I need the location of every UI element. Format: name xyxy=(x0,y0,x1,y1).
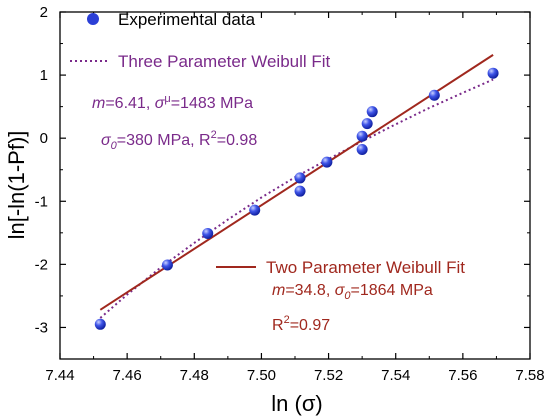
two-param-annotation: m=34.8, σ0=1864 MPa R2=0.97 xyxy=(272,282,433,334)
three-param-line1: m=6.41, σμ=1483 MPa xyxy=(92,93,253,112)
experimental-data-point xyxy=(321,156,333,168)
y-tick-label: 0 xyxy=(40,130,48,147)
x-tick-label: 7.58 xyxy=(515,367,544,384)
axis-tick-labels: 7.44 7.46 7.48 7.50 7.52 7.54 7.56 7.58 2 1 0 -1 -2 -… xyxy=(35,4,545,384)
experimental-data-point xyxy=(202,227,214,239)
experimental-points xyxy=(94,67,499,330)
y-axis-title: ln[-ln(1-Pf)] xyxy=(4,131,29,240)
x-tick-label: 7.52 xyxy=(314,367,343,384)
legend-label-two-param: Two Parameter Weibull Fit xyxy=(266,258,465,277)
y-tick-label: -2 xyxy=(35,256,48,273)
x-axis-title: ln (σ) xyxy=(271,391,322,416)
experimental-data-point xyxy=(249,204,261,216)
two-param-line2: R2=0.97 xyxy=(272,314,330,334)
legend-point-marker xyxy=(87,13,99,25)
experimental-data-point xyxy=(294,172,306,184)
x-tick-label: 7.50 xyxy=(247,367,276,384)
experimental-data-point xyxy=(161,259,173,271)
experimental-data-point xyxy=(294,185,306,197)
experimental-data-point xyxy=(94,318,106,330)
two-param-line1: m=34.8, σ0=1864 MPa xyxy=(272,282,433,302)
y-tick-label: 1 xyxy=(40,67,48,84)
y-tick-label: -3 xyxy=(35,319,48,336)
legend-label-experimental: Experimental data xyxy=(118,10,256,29)
x-tick-label: 7.54 xyxy=(381,367,410,384)
experimental-data-point xyxy=(356,130,368,142)
experimental-data-point xyxy=(356,144,368,156)
legend: Experimental data Three Parameter Weibul… xyxy=(70,10,465,277)
three-param-annotation: m=6.41, σμ=1483 MPa σ0=380 MPa, R2=0.98 xyxy=(92,93,257,152)
experimental-data-point xyxy=(428,89,440,101)
legend-label-three-param: Three Parameter Weibull Fit xyxy=(118,52,331,71)
three-param-line2: σ0=380 MPa, R2=0.98 xyxy=(101,129,257,152)
x-tick-label: 7.44 xyxy=(45,367,74,384)
y-tick-label: -1 xyxy=(35,193,48,210)
x-tick-label: 7.46 xyxy=(113,367,142,384)
experimental-data-point xyxy=(366,106,378,118)
experimental-data-point xyxy=(361,118,373,130)
y-tick-label: 2 xyxy=(40,4,48,21)
experimental-data-point xyxy=(487,67,499,79)
x-tick-label: 7.48 xyxy=(180,367,209,384)
x-tick-label: 7.56 xyxy=(448,367,477,384)
